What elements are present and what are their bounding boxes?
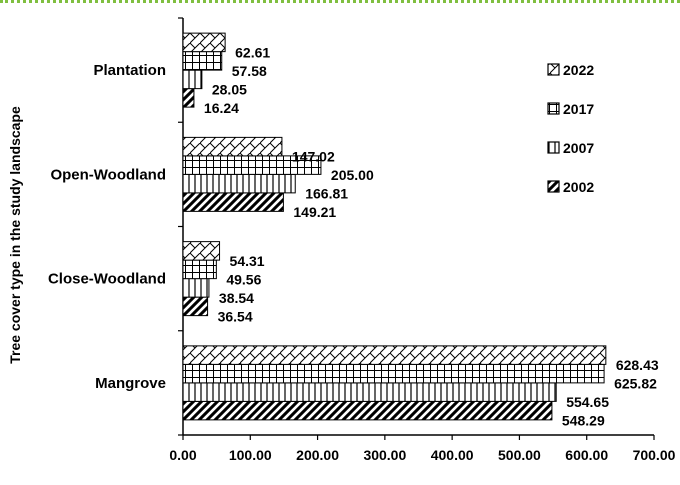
data-label: 554.65 [566,394,609,410]
bar [182,69,203,90]
category-label: Plantation [93,62,166,79]
data-label: 548.29 [562,413,605,429]
data-label: 149.21 [293,204,336,220]
x-tick-label: 300.00 [363,447,406,463]
data-label: 625.82 [614,376,657,392]
data-label: 49.56 [226,271,261,287]
data-label: 166.81 [305,186,348,202]
bar [182,296,209,317]
bar [182,382,557,402]
x-tick-label: 500.00 [498,447,541,463]
x-tick-label: 100.00 [229,447,272,463]
data-label: 38.54 [219,290,254,306]
data-label: 628.43 [616,357,659,373]
data-label: 62.61 [235,44,270,60]
legend-label: 2007 [563,140,594,156]
data-label: 28.05 [212,81,247,97]
x-tick-label: 400.00 [431,447,474,463]
data-label: 16.24 [204,100,239,116]
data-label: 54.31 [230,253,265,269]
category-label: Mangrove [95,375,166,392]
legend-label: 2017 [563,101,594,117]
labels: 0.00 100.00 200.00 300.00 400.00 500.00 600.00… [48,44,676,463]
bar [182,363,605,384]
legend-swatch [547,102,560,115]
bar [182,51,223,71]
bar [182,241,221,261]
legend-swatch [547,180,560,193]
legend-label: 2002 [563,179,594,195]
legend: 2022 2017 2007 2002 [547,62,594,195]
bar [182,400,553,421]
bar-chart: 0.00 100.00 200.00 300.00 400.00 500.00 600.00… [7,17,676,463]
x-tick-label: 0.00 [169,447,196,463]
category-label: Open-Woodland [50,166,166,183]
data-label: 205.00 [331,167,374,183]
bar [182,88,195,108]
bar [182,259,217,280]
bar [182,345,607,365]
category-label: Close-Woodland [48,271,166,288]
legend-swatch [547,141,560,154]
data-label: 36.54 [218,308,253,324]
data-label: 57.58 [232,63,267,79]
bar [182,278,210,298]
data-label: 147.02 [292,149,335,165]
legend-swatch [547,63,560,76]
bar [182,32,226,53]
bar [182,192,284,212]
x-tick-label: 700.00 [633,447,676,463]
bar [182,136,283,157]
bar [182,173,296,194]
x-tick-label: 600.00 [565,447,608,463]
bars [182,32,607,421]
legend-label: 2022 [563,62,594,78]
y-axis-title: Tree cover type in the study landscape [7,106,23,364]
x-tick-label: 200.00 [296,447,339,463]
